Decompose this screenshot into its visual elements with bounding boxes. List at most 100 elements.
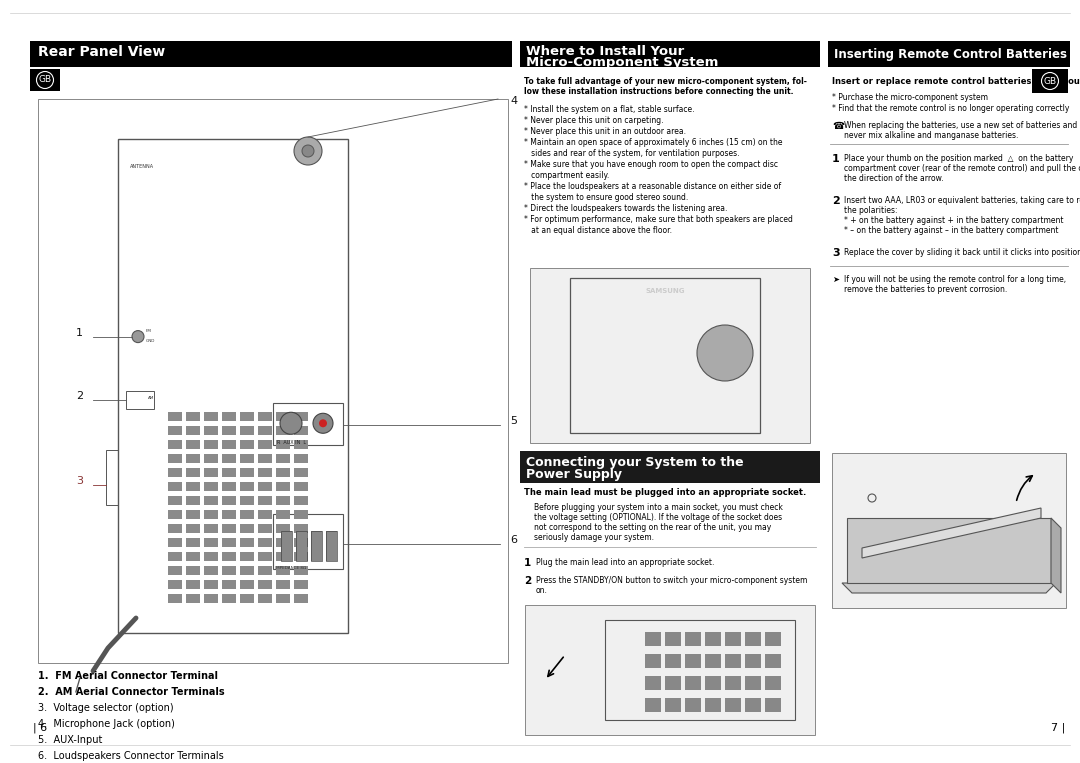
Bar xyxy=(186,482,200,491)
Text: * – on the battery against – in the battery compartment: * – on the battery against – in the batt… xyxy=(843,226,1058,235)
Bar xyxy=(705,676,721,690)
Bar xyxy=(519,451,820,483)
Text: 1: 1 xyxy=(524,558,531,568)
Bar xyxy=(745,698,761,712)
Text: /: / xyxy=(75,676,81,694)
Bar xyxy=(294,440,308,449)
Bar xyxy=(204,426,218,435)
Text: Micro-Component System: Micro-Component System xyxy=(526,56,718,69)
Text: * Direct the loudspeakers towards the listening area.: * Direct the loudspeakers towards the li… xyxy=(524,204,727,213)
Bar xyxy=(106,449,118,504)
Bar xyxy=(222,524,237,533)
Bar xyxy=(326,531,337,561)
Bar xyxy=(685,676,701,690)
Bar xyxy=(258,468,272,477)
Bar xyxy=(660,431,680,439)
Text: 7 |: 7 | xyxy=(1051,723,1065,733)
Bar xyxy=(294,482,308,491)
Bar xyxy=(665,676,681,690)
Bar xyxy=(186,580,200,589)
Bar xyxy=(258,510,272,519)
Bar xyxy=(240,566,254,575)
Bar xyxy=(281,531,292,561)
Text: 4: 4 xyxy=(510,96,517,106)
Bar xyxy=(311,531,322,561)
Bar xyxy=(276,496,291,505)
Text: Place your thumb on the position marked  △  on the battery: Place your thumb on the position marked … xyxy=(843,154,1074,163)
Bar xyxy=(168,454,183,463)
Bar xyxy=(276,440,291,449)
Bar xyxy=(745,632,761,646)
Bar xyxy=(725,632,741,646)
Text: * Place the loudspeakers at a reasonable distance on either side of: * Place the loudspeakers at a reasonable… xyxy=(524,182,781,191)
Bar xyxy=(118,139,348,633)
Bar xyxy=(705,698,721,712)
Bar xyxy=(530,268,810,443)
Bar xyxy=(276,426,291,435)
Bar xyxy=(294,566,308,575)
Bar xyxy=(258,440,272,449)
Bar xyxy=(186,566,200,575)
Bar xyxy=(186,468,200,477)
Bar xyxy=(240,468,254,477)
Bar xyxy=(296,531,307,561)
Bar xyxy=(258,552,272,561)
Text: 5: 5 xyxy=(510,417,517,427)
Bar xyxy=(30,69,60,91)
Text: Connecting your System to the: Connecting your System to the xyxy=(526,456,744,469)
Bar xyxy=(645,654,661,668)
Bar xyxy=(765,632,781,646)
Text: AM: AM xyxy=(148,396,154,400)
Text: 2: 2 xyxy=(832,196,840,206)
Bar xyxy=(1032,69,1068,93)
Bar xyxy=(106,449,118,504)
Text: Before plugging your system into a main socket, you must check: Before plugging your system into a main … xyxy=(534,503,783,512)
Bar xyxy=(294,594,308,603)
Bar xyxy=(204,566,218,575)
Bar xyxy=(665,654,681,668)
Bar xyxy=(276,538,291,547)
Bar xyxy=(735,431,755,439)
Text: Rear Panel View: Rear Panel View xyxy=(38,45,165,59)
Bar xyxy=(204,412,218,421)
Bar xyxy=(186,496,200,505)
Text: * Purchase the micro-component system: * Purchase the micro-component system xyxy=(832,93,988,102)
Bar xyxy=(765,654,781,668)
Bar xyxy=(294,580,308,589)
Bar xyxy=(605,620,795,720)
Bar xyxy=(222,412,237,421)
Text: not correspond to the setting on the rear of the unit, you may: not correspond to the setting on the rea… xyxy=(534,523,771,532)
Bar xyxy=(204,440,218,449)
Bar xyxy=(645,698,661,712)
Bar xyxy=(186,552,200,561)
Bar xyxy=(168,440,183,449)
Bar xyxy=(258,426,272,435)
Bar xyxy=(204,594,218,603)
Bar xyxy=(623,375,643,385)
Bar xyxy=(38,99,508,663)
Text: * Make sure that you have enough room to open the compact disc: * Make sure that you have enough room to… xyxy=(524,160,778,169)
Text: | 6: | 6 xyxy=(33,723,48,733)
Bar xyxy=(240,510,254,519)
Bar xyxy=(575,375,595,385)
Bar xyxy=(168,538,183,547)
Bar xyxy=(222,510,237,519)
Bar xyxy=(240,580,254,589)
Bar xyxy=(685,632,701,646)
Bar xyxy=(258,538,272,547)
Bar xyxy=(186,594,200,603)
Bar xyxy=(222,468,237,477)
Text: Replace the cover by sliding it back until it clicks into position.: Replace the cover by sliding it back unt… xyxy=(843,248,1080,257)
Bar xyxy=(186,510,200,519)
Polygon shape xyxy=(1051,518,1061,593)
Text: 2.  AM Aerial Connector Terminals: 2. AM Aerial Connector Terminals xyxy=(38,687,225,697)
Bar xyxy=(730,645,789,680)
Text: compartment easily.: compartment easily. xyxy=(524,171,609,180)
Circle shape xyxy=(302,145,314,157)
Bar xyxy=(168,412,183,421)
Bar xyxy=(129,162,183,174)
Bar xyxy=(30,41,512,67)
Bar xyxy=(276,552,291,561)
Circle shape xyxy=(319,420,327,427)
Text: * + on the battery against + in the battery compartment: * + on the battery against + in the batt… xyxy=(843,216,1064,225)
